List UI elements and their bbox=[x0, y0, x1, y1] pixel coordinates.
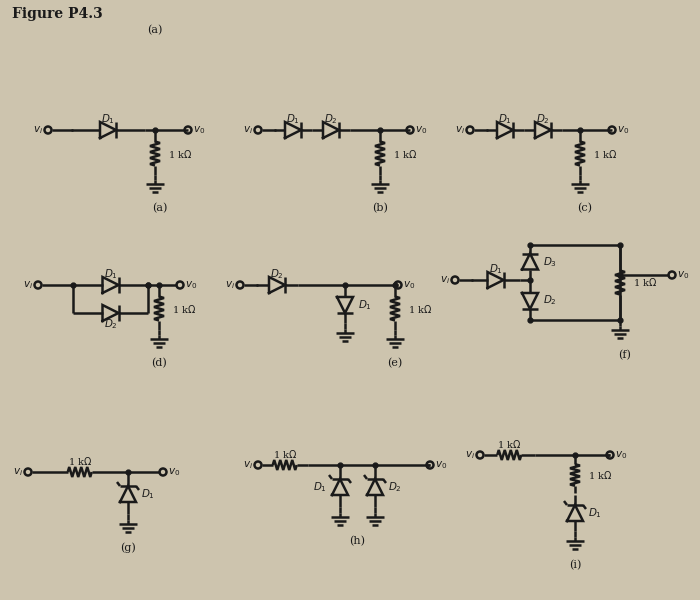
Text: $D_2$: $D_2$ bbox=[543, 293, 556, 307]
Text: $v_0$: $v_0$ bbox=[435, 459, 447, 471]
Text: $v_i$: $v_i$ bbox=[455, 124, 465, 136]
Text: $v_0$: $v_0$ bbox=[168, 466, 181, 478]
Text: $v_0$: $v_0$ bbox=[185, 279, 197, 291]
Text: (i): (i) bbox=[569, 560, 581, 570]
Text: (h): (h) bbox=[349, 536, 365, 546]
Text: 1 k$\Omega$: 1 k$\Omega$ bbox=[172, 303, 196, 315]
Text: $v_i$: $v_i$ bbox=[225, 279, 235, 291]
Text: 1 k$\Omega$: 1 k$\Omega$ bbox=[273, 448, 297, 460]
Text: 1 k$\Omega$: 1 k$\Omega$ bbox=[408, 303, 432, 315]
Text: $v_0$: $v_0$ bbox=[415, 124, 427, 136]
Text: $v_0$: $v_0$ bbox=[615, 449, 627, 461]
Text: Figure P4.3: Figure P4.3 bbox=[12, 7, 103, 21]
Text: $v_i$: $v_i$ bbox=[440, 274, 450, 286]
Text: $D_3$: $D_3$ bbox=[543, 256, 557, 269]
Text: $D_1$: $D_1$ bbox=[313, 480, 327, 494]
Text: (e): (e) bbox=[387, 358, 402, 368]
Text: $D_1$: $D_1$ bbox=[101, 112, 115, 126]
Text: $v_0$: $v_0$ bbox=[677, 269, 690, 281]
Text: $v_i$: $v_i$ bbox=[243, 459, 253, 471]
Text: $v_i$: $v_i$ bbox=[465, 449, 475, 461]
Text: 1 k$\Omega$: 1 k$\Omega$ bbox=[497, 438, 522, 450]
Text: 1 k$\Omega$: 1 k$\Omega$ bbox=[588, 469, 612, 481]
Text: $D_1$: $D_1$ bbox=[588, 506, 602, 520]
Text: 1 k$\Omega$: 1 k$\Omega$ bbox=[168, 148, 193, 160]
Text: $D_1$: $D_1$ bbox=[498, 112, 512, 126]
Text: $D_2$: $D_2$ bbox=[388, 480, 402, 494]
Text: 1 k$\Omega$: 1 k$\Omega$ bbox=[593, 148, 617, 160]
Text: (b): (b) bbox=[372, 203, 388, 213]
Text: (a): (a) bbox=[147, 25, 162, 35]
Text: (c): (c) bbox=[578, 203, 592, 213]
Text: $v_i$: $v_i$ bbox=[243, 124, 253, 136]
Text: $v_i$: $v_i$ bbox=[23, 279, 33, 291]
Text: (a): (a) bbox=[153, 203, 168, 213]
Text: $v_0$: $v_0$ bbox=[403, 279, 415, 291]
Text: $D_1$: $D_1$ bbox=[358, 298, 372, 312]
Text: $D_1$: $D_1$ bbox=[286, 112, 300, 126]
Text: 1 k$\Omega$: 1 k$\Omega$ bbox=[633, 277, 657, 289]
Text: $D_2$: $D_2$ bbox=[324, 112, 338, 126]
Text: $D_1$: $D_1$ bbox=[141, 487, 155, 501]
Text: 1 k$\Omega$: 1 k$\Omega$ bbox=[68, 455, 92, 467]
Text: 1 k$\Omega$: 1 k$\Omega$ bbox=[393, 148, 417, 160]
Text: $v_i$: $v_i$ bbox=[13, 466, 23, 478]
Text: $D_2$: $D_2$ bbox=[270, 267, 284, 281]
Text: $v_0$: $v_0$ bbox=[617, 124, 629, 136]
Text: $v_0$: $v_0$ bbox=[193, 124, 205, 136]
Text: (d): (d) bbox=[151, 358, 167, 368]
Text: $D_2$: $D_2$ bbox=[104, 317, 118, 331]
Text: (f): (f) bbox=[619, 350, 631, 360]
Text: $v_i$: $v_i$ bbox=[33, 124, 43, 136]
Text: (g): (g) bbox=[120, 543, 136, 553]
Text: $D_1$: $D_1$ bbox=[489, 262, 503, 276]
Text: $D_1$: $D_1$ bbox=[104, 267, 118, 281]
Text: $D_2$: $D_2$ bbox=[536, 112, 550, 126]
